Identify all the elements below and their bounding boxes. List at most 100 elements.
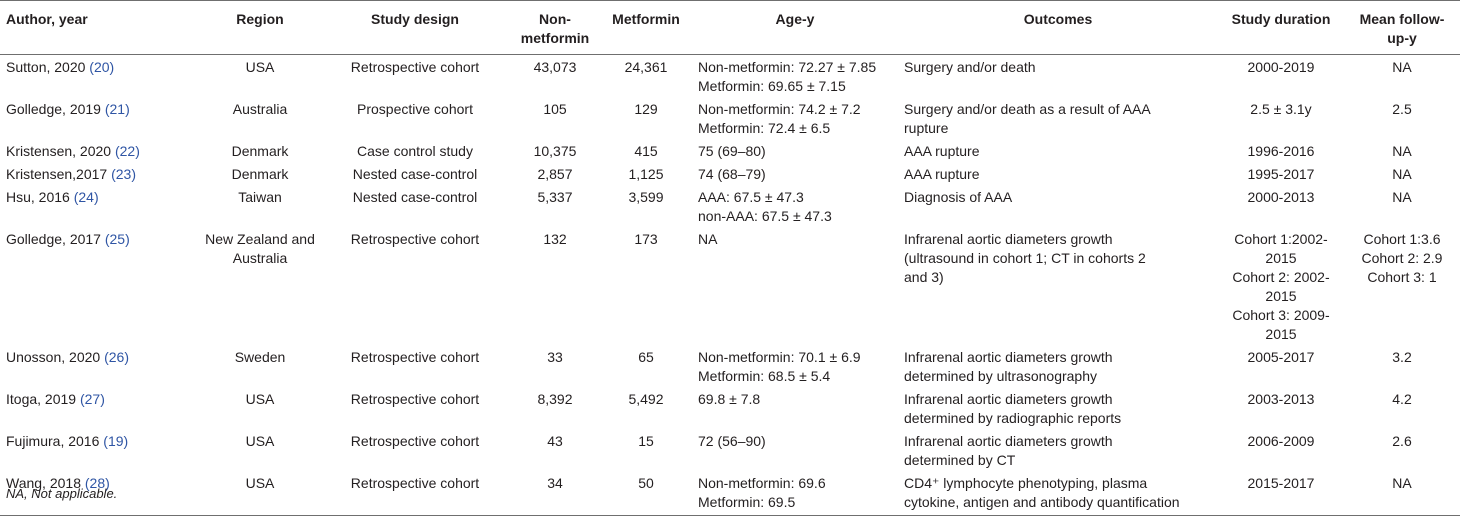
follow-up-cell: 2.5 xyxy=(1344,97,1460,139)
author-name: Hsu, 2016 xyxy=(6,189,70,205)
reference-link[interactable]: (25) xyxy=(104,231,130,247)
outcomes-line: determined by CT xyxy=(904,452,1016,468)
follow-up-line: 2.5 xyxy=(1392,101,1412,117)
metformin-cell: 415 xyxy=(634,143,658,159)
study-duration-cell: 1995-2017 xyxy=(1218,162,1344,185)
region-cell: Australia xyxy=(200,97,320,139)
follow-up-cell: NA xyxy=(1344,139,1460,162)
study-duration-line: Cohort 1:2002-2015 xyxy=(1234,231,1328,266)
outcomes-cell: Surgery and/or death xyxy=(898,55,1218,98)
reference-link[interactable]: (27) xyxy=(79,391,105,407)
outcomes-line: Infrarenal aortic diameters growth xyxy=(904,433,1113,449)
non-metformin-cell: 8,392 xyxy=(537,391,573,407)
outcomes-line: determined by ultrasonography xyxy=(904,368,1098,384)
outcomes-cell: Infrarenal aortic diameters growth determ… xyxy=(898,387,1218,429)
table-row: Golledge, 2019 (21) Australia Prospective … xyxy=(0,97,1460,139)
reference-link[interactable]: (23) xyxy=(111,166,136,182)
outcomes-cell: Infrarenal aortic diameters growth (ultra… xyxy=(898,227,1218,345)
follow-up-line: NA xyxy=(1392,166,1412,182)
outcomes-cell: AAA rupture xyxy=(898,162,1218,185)
author-cell: Unosson, 2020 (26) xyxy=(0,345,200,387)
region-cell: USA xyxy=(200,55,320,98)
non-metformin-cell: 132 xyxy=(543,231,567,247)
study-duration-line: 2003-2013 xyxy=(1247,391,1315,407)
header-follow-up: Mean follow- up-y xyxy=(1344,0,1460,55)
follow-up-line: NA xyxy=(1392,59,1412,75)
metformin-cell: 1,125 xyxy=(628,166,664,182)
region-line: Taiwan xyxy=(238,189,282,205)
reference-link[interactable]: (19) xyxy=(103,433,129,449)
study-duration-cell: 2015-2017 xyxy=(1218,471,1344,516)
age-line: Non-metformin: 74.2 ± 7.2 xyxy=(698,101,861,117)
study-duration-cell: 2000-2013 xyxy=(1218,185,1344,227)
study-duration-line: 2000-2019 xyxy=(1247,59,1315,75)
outcomes-line: Infrarenal aortic diameters growth xyxy=(904,391,1113,407)
header-non-metformin-line: Non- xyxy=(539,11,571,27)
study-design-cell: Nested case-control xyxy=(352,166,478,182)
table-row: Kristensen,2017 (23) Denmark Nested case-c… xyxy=(0,162,1460,185)
reference-link[interactable]: (20) xyxy=(89,59,115,75)
age-line: 72 (56–90) xyxy=(698,433,766,449)
region-cell: USA xyxy=(200,429,320,471)
outcomes-line: Infrarenal aortic diameters growth xyxy=(904,349,1113,365)
age-line: 75 (69–80) xyxy=(698,143,766,159)
study-design-cell: Case control study xyxy=(357,143,473,159)
age-line: AAA: 67.5 ± 47.3 xyxy=(698,189,804,205)
author-name: Fujimura, 2016 xyxy=(6,433,100,449)
region-line: Australia xyxy=(232,101,288,117)
metformin-cell: 129 xyxy=(634,101,658,117)
author-name: Unosson, 2020 xyxy=(6,349,101,365)
age-cell: Non-metformin: 70.1 ± 6.9 Metformin: 68.5… xyxy=(692,345,898,387)
follow-up-line: Cohort 1:3.6 xyxy=(1363,231,1441,247)
outcomes-line: and 3) xyxy=(904,269,944,285)
study-duration-cell: 1996-2016 xyxy=(1218,139,1344,162)
region-cell: Taiwan xyxy=(200,185,320,227)
outcomes-line: AAA rupture xyxy=(904,166,980,182)
reference-link[interactable]: (26) xyxy=(104,349,129,365)
table-row: Kristensen, 2020 (22) Denmark Case control… xyxy=(0,139,1460,162)
study-duration-cell: 2.5 ± 3.1y xyxy=(1218,97,1344,139)
metformin-cell: 173 xyxy=(634,231,658,247)
study-duration-line: 1995-2017 xyxy=(1247,166,1315,182)
non-metformin-cell: 43 xyxy=(547,433,563,449)
outcomes-cell: AAA rupture xyxy=(898,139,1218,162)
region-line: Australia xyxy=(232,250,288,266)
reference-link[interactable]: (28) xyxy=(84,475,110,491)
reference-link[interactable]: (22) xyxy=(114,143,140,159)
region-line: USA xyxy=(245,59,275,75)
outcomes-line: (ultrasound in cohort 1; CT in cohorts 2 xyxy=(904,250,1146,266)
author-name: Sutton, 2020 xyxy=(6,59,86,75)
age-cell: 74 (68–79) xyxy=(692,162,898,185)
non-metformin-cell: 5,337 xyxy=(537,189,573,205)
study-duration-line: 2005-2017 xyxy=(1247,349,1315,365)
study-design-cell: Retrospective cohort xyxy=(320,471,510,516)
follow-up-line: Cohort 2: 2.9 xyxy=(1361,250,1443,266)
outcomes-line: rupture xyxy=(904,120,949,136)
outcomes-line: determined by radiographic reports xyxy=(904,410,1122,426)
follow-up-cell: NA xyxy=(1344,162,1460,185)
region-cell: Denmark xyxy=(200,162,320,185)
table-row: Sutton, 2020 (20) USA Retrospective cohort… xyxy=(0,55,1460,98)
age-line: Metformin: 69.65 ± 7.15 xyxy=(698,78,846,94)
outcomes-cell: Surgery and/or death as a result of AAA r… xyxy=(898,97,1218,139)
follow-up-line: 4.2 xyxy=(1392,391,1412,407)
author-name: Wang, 2018 xyxy=(6,475,81,491)
study-design-cell: Nested case-control xyxy=(352,189,478,205)
follow-up-line: NA xyxy=(1392,475,1412,491)
follow-up-cell: 2.6 xyxy=(1344,429,1460,471)
author-cell: Sutton, 2020 (20) xyxy=(0,55,200,98)
age-line: non-AAA: 67.5 ± 47.3 xyxy=(698,208,832,224)
outcomes-cell: Infrarenal aortic diameters growth determ… xyxy=(898,345,1218,387)
header-study-design: Study design xyxy=(320,0,510,55)
follow-up-line: NA xyxy=(1392,189,1412,205)
age-cell: 72 (56–90) xyxy=(692,429,898,471)
age-line: 69.8 ± 7.8 xyxy=(698,391,761,407)
region-line: New Zealand and xyxy=(205,231,315,247)
reference-link[interactable]: (21) xyxy=(104,101,130,117)
study-design-cell: Retrospective cohort xyxy=(350,433,480,449)
study-duration-line: Cohort 2: 2002-2015 xyxy=(1232,269,1330,304)
table-body: Sutton, 2020 (20) USA Retrospective cohort… xyxy=(0,55,1460,516)
metformin-cell: 15 xyxy=(638,433,654,449)
reference-link[interactable]: (24) xyxy=(73,189,99,205)
study-duration-line: 2000-2013 xyxy=(1247,189,1315,205)
